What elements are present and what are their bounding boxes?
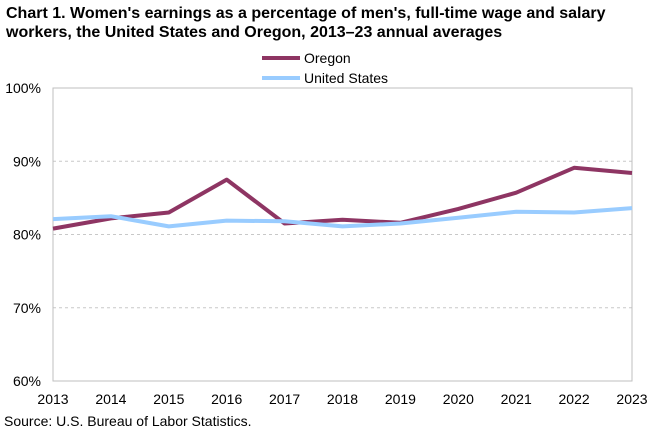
x-tick-label: 2016 xyxy=(211,391,242,407)
x-tick-label: 2019 xyxy=(385,391,416,407)
legend-label-oregon: Oregon xyxy=(304,50,351,66)
legend: Oregon United States xyxy=(262,50,388,86)
x-tick-label: 2018 xyxy=(327,391,358,407)
x-tick-label: 2022 xyxy=(559,391,590,407)
x-axis-ticks: 2013 2014 2015 2016 2017 2018 2019 2020 2021 2022… xyxy=(37,391,647,407)
x-tick-label: 2014 xyxy=(95,391,126,407)
gridlines xyxy=(53,160,632,309)
chart-title: Chart 1. Women's earnings as a percentag… xyxy=(6,5,606,41)
y-axis-ticks: 60% 70% 80% 90% 100% xyxy=(5,80,41,389)
y-tick-label: 60% xyxy=(13,373,41,389)
x-tick-label: 2013 xyxy=(37,391,68,407)
legend-label-united-states: United States xyxy=(304,70,388,86)
series-line-united-states xyxy=(52,206,633,229)
plot-area-border xyxy=(52,87,633,382)
y-tick-label: 100% xyxy=(5,80,41,96)
x-tick-label: 2015 xyxy=(153,391,184,407)
x-tick-label: 2020 xyxy=(443,391,474,407)
x-tick-label: 2017 xyxy=(269,391,300,407)
y-tick-label: 90% xyxy=(13,153,41,169)
x-tick-label: 2021 xyxy=(501,391,532,407)
series-line-oregon xyxy=(52,165,633,231)
y-tick-label: 80% xyxy=(13,227,41,243)
series-lines xyxy=(52,165,633,231)
y-tick-label: 70% xyxy=(13,300,41,316)
x-tick-label: 2023 xyxy=(616,391,647,407)
source-note: Source: U.S. Bureau of Labor Statistics. xyxy=(4,413,252,429)
